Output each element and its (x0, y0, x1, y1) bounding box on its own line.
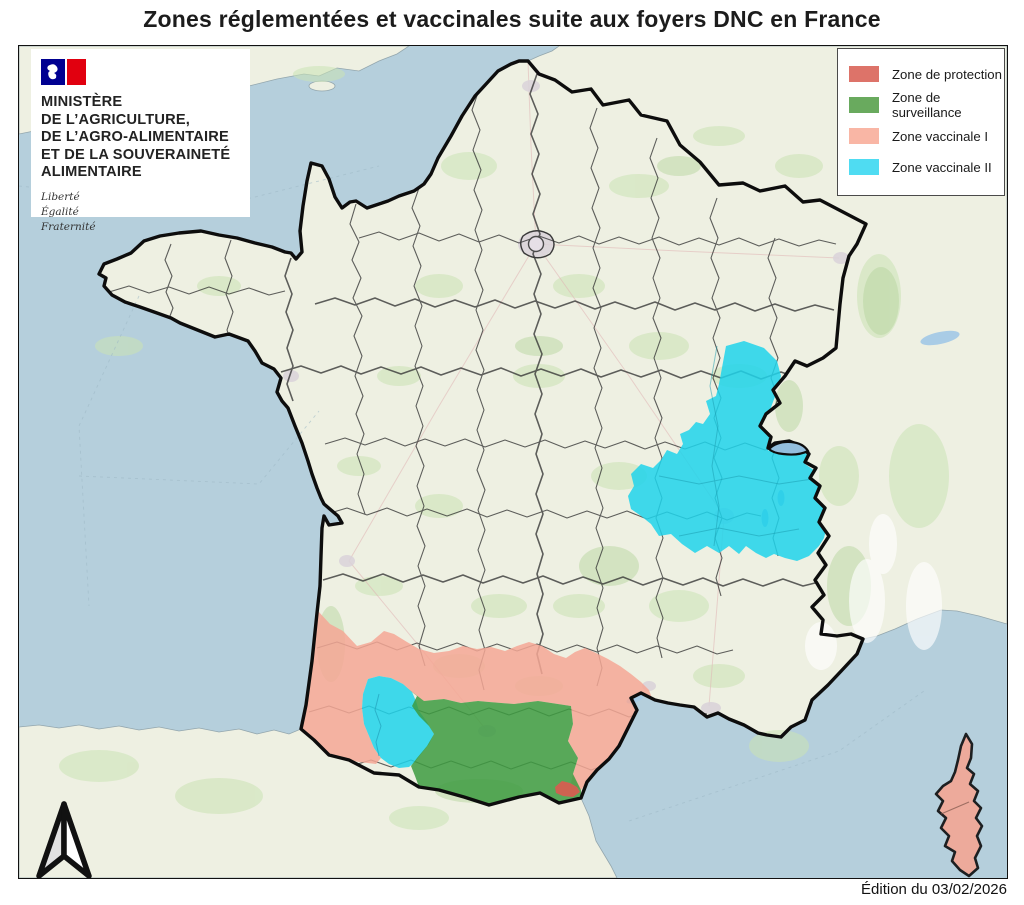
legend: Zone de protection Zone de surveillance … (837, 48, 1005, 196)
legend-swatch-vaccinale-1 (849, 128, 879, 144)
north-arrow (36, 801, 92, 878)
lake-constance (920, 330, 960, 346)
alpine-texture (805, 514, 942, 670)
ministry-name-line: DE L’AGRO-ALIMENTAIRE (41, 129, 229, 145)
zone-vaccinale-1-corsica (934, 732, 984, 878)
zone-inner-lines (658, 345, 820, 547)
maritime-lines (19, 165, 925, 822)
lake-geneva (767, 440, 810, 456)
ministry-motto: Liberté Égalité Fraternité (41, 190, 250, 236)
legend-item-vaccinale-2: Zone vaccinale II (849, 155, 1004, 179)
ministry-name-line: ALIMENTAIRE (41, 164, 142, 180)
legend-label: Zone de protection (892, 66, 1002, 82)
zone-surveillance-pyrenees (407, 688, 581, 805)
edition-date: Édition du 03/02/2026 (861, 881, 1007, 898)
map-canvas: MINISTÈRE DE L’AGRICULTURE, DE L’AGRO-AL… (18, 45, 1008, 879)
zone-protection-mediterranee (555, 781, 580, 797)
legend-swatch-surveillance (849, 97, 879, 113)
motto-line: Liberté (41, 190, 80, 203)
legend-label: Zone vaccinale II (892, 159, 992, 175)
flag-blue-marianne (41, 59, 65, 85)
legend-item-vaccinale-1: Zone vaccinale I (849, 124, 1004, 148)
zone-vaccinale-1-southwest (301, 611, 653, 790)
legend-swatch-protection (849, 66, 879, 82)
paris-ring (520, 230, 555, 259)
zone-vaccinale-2-southwest (362, 676, 434, 768)
legend-label: Zone vaccinale I (892, 128, 989, 144)
legend-label: Zone de surveillance (892, 90, 962, 120)
legend-item-surveillance: Zone de surveillance (849, 90, 1004, 120)
zone-vaccinale-2-east (628, 341, 827, 561)
motto-line: Fraternité (41, 220, 96, 233)
ministry-name: MINISTÈRE DE L’AGRICULTURE, DE L’AGRO-AL… (41, 94, 250, 182)
corsica-department-line (940, 801, 970, 815)
legend-item-protection: Zone de protection (849, 62, 1004, 86)
motto-line: Égalité (41, 205, 79, 218)
ministry-logo-block: MINISTÈRE DE L’AGRICULTURE, DE L’AGRO-AL… (31, 49, 250, 233)
zones-layer (301, 341, 827, 805)
ministry-name-line: ET DE LA SOUVERAINETÉ (41, 146, 231, 163)
flag-red (67, 59, 86, 85)
map-title: Zones réglementées et vaccinales suite a… (143, 6, 881, 32)
gave-river (374, 693, 382, 757)
corsica (934, 732, 984, 878)
french-flag-icon (41, 59, 250, 85)
ministry-name-line: MINISTÈRE (41, 94, 123, 110)
ministry-name-line: DE L’AGRICULTURE, (41, 111, 191, 128)
isle-of-wight (308, 80, 336, 92)
legend-swatch-vaccinale-2 (849, 159, 879, 175)
